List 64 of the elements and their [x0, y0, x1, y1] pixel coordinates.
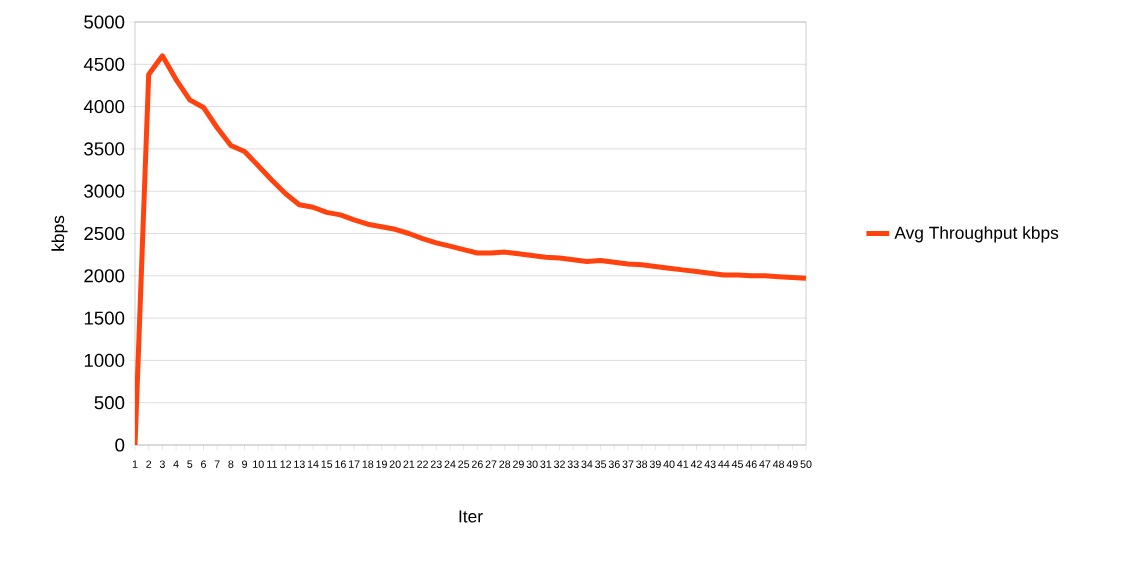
x-tick-label: 7 [214, 460, 220, 468]
x-tick-label: 28 [499, 460, 511, 468]
x-tick-label: 49 [786, 460, 798, 468]
x-tick-label: 41 [677, 460, 689, 468]
x-tick-label: 5 [187, 460, 193, 468]
x-tick-label: 9 [242, 460, 247, 468]
y-axis-title: kbps [51, 215, 68, 251]
y-tick-label: 1000 [84, 353, 125, 368]
x-tick-label: 34 [581, 460, 593, 468]
x-tick-label: 12 [280, 460, 292, 468]
x-tick-label: 2 [146, 460, 152, 468]
x-tick-label: 30 [526, 460, 538, 468]
x-tick-label: 20 [389, 460, 401, 468]
y-tick-label: 4000 [83, 99, 125, 114]
x-tick-label: 15 [321, 460, 333, 468]
x-tick-label: 11 [267, 460, 277, 468]
x-tick-label: 33 [567, 460, 579, 468]
x-tick-label: 39 [649, 460, 661, 468]
x-tick-label: 48 [772, 460, 785, 468]
x-tick-label: 42 [690, 460, 702, 468]
x-tick-label: 1 [132, 460, 138, 468]
x-tick-label: 16 [335, 460, 346, 468]
x-tick-label: 45 [731, 460, 744, 468]
y-tick-label: 4500 [83, 57, 125, 71]
y-tick-label: 3000 [84, 184, 125, 198]
x-tick-label: 22 [417, 460, 428, 468]
x-tick-label: 4 [173, 460, 179, 468]
x-tick-label: 40 [663, 460, 675, 468]
y-tick-label: 0 [115, 438, 125, 452]
x-tick-label: 18 [362, 460, 374, 468]
y-tick-label: 1500 [84, 311, 125, 325]
x-tick-label: 27 [485, 460, 497, 468]
x-tick-label: 44 [718, 460, 730, 468]
x-tick-label: 6 [201, 460, 206, 468]
x-tick-label: 37 [622, 460, 634, 468]
x-tick-label: 17 [348, 460, 360, 468]
x-tick-label: 38 [636, 460, 648, 468]
x-axis-title: Iter [459, 510, 483, 523]
x-tick-label: 25 [458, 460, 470, 468]
x-tick-label: 26 [471, 460, 483, 468]
x-tick-label: 21 [403, 460, 415, 468]
x-tick-label: 23 [430, 460, 442, 468]
x-tick-label: 14 [307, 460, 319, 468]
y-tick-label: 500 [94, 396, 125, 410]
x-tick-label: 8 [228, 460, 234, 468]
y-tick-label: 2000 [84, 269, 125, 283]
x-tick-label: 32 [553, 460, 565, 468]
x-tick-label: 19 [376, 460, 387, 468]
x-tick-label: 35 [595, 460, 607, 468]
y-tick-label: 2500 [84, 226, 125, 241]
x-tick-label: 24 [444, 460, 456, 468]
x-tick-label: 31 [540, 460, 552, 468]
y-tick-label: 3500 [84, 142, 125, 156]
x-tick-label: 10 [253, 460, 264, 468]
x-tick-label: 43 [704, 460, 716, 468]
legend-label: Avg Throughput kbps [894, 226, 1059, 243]
x-tick-label: 46 [745, 460, 757, 468]
x-tick-label: 36 [608, 460, 620, 468]
x-tick-label: 50 [800, 460, 812, 468]
x-tick-label: 47 [759, 460, 771, 468]
x-tick-label: 29 [513, 460, 524, 468]
x-tick-label: 3 [159, 460, 165, 468]
x-tick-label: 13 [294, 460, 305, 468]
y-tick-label: 5000 [84, 15, 125, 29]
